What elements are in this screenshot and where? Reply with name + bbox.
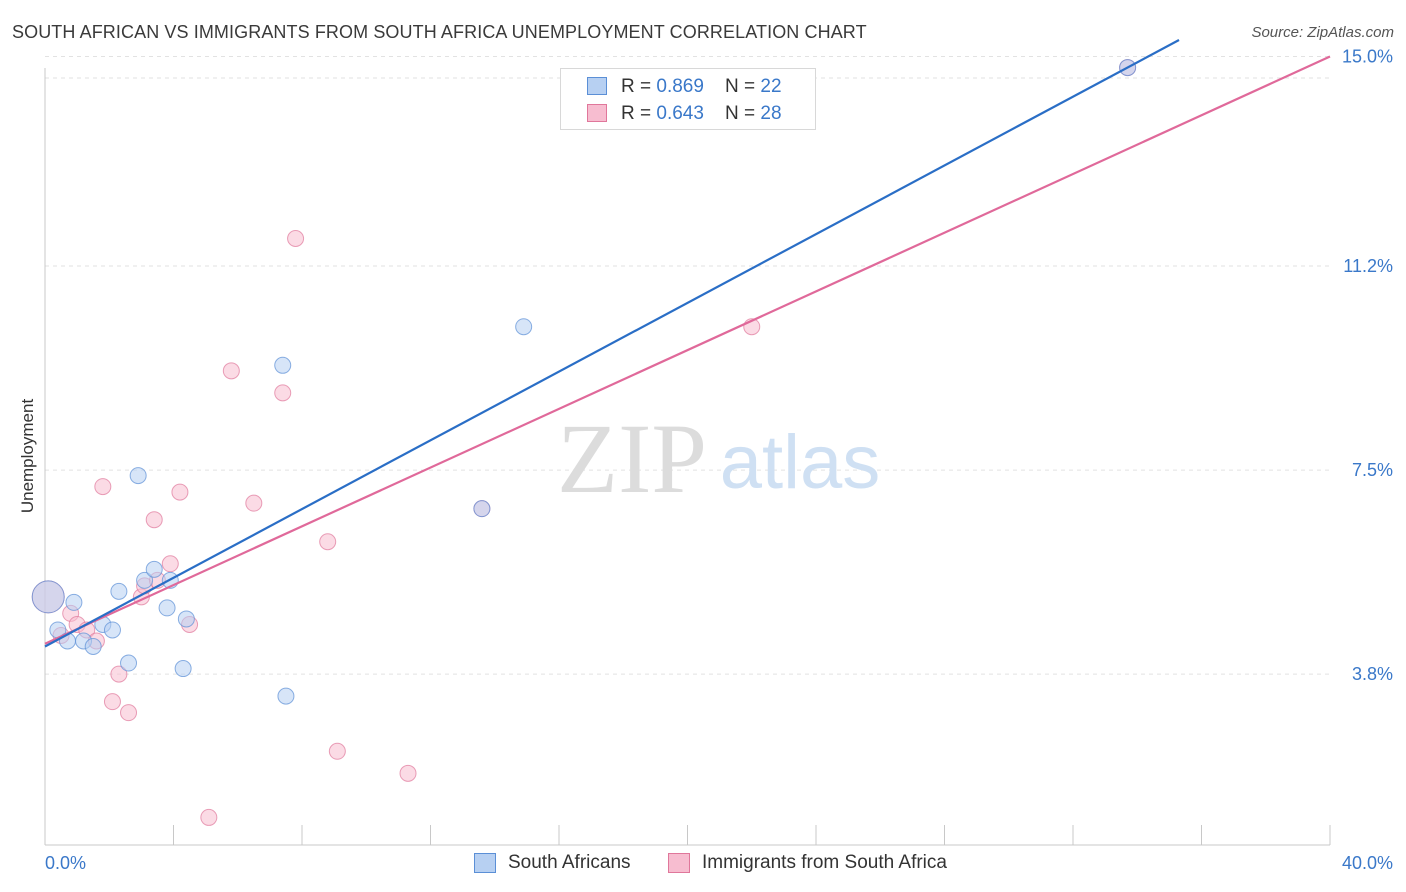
legend-label: South Africans bbox=[508, 852, 631, 873]
source-label: Source: ZipAtlas.com bbox=[1251, 24, 1394, 41]
point-south-africans bbox=[129, 467, 147, 485]
point-immigrants bbox=[399, 764, 417, 782]
legend-swatch-blue bbox=[474, 853, 496, 873]
legend-swatch-pink bbox=[587, 104, 607, 122]
axes bbox=[44, 68, 1331, 846]
point-immigrants bbox=[145, 511, 163, 529]
r-value: 0.643 bbox=[656, 103, 704, 124]
point-immigrants bbox=[120, 704, 138, 722]
point-south-africans bbox=[277, 687, 295, 705]
r-label: R = bbox=[621, 103, 657, 124]
tick-labels: 3.8% 7.5% 11.2% 15.0% 0.0% 40.0% bbox=[45, 47, 1393, 873]
legend-label: Immigrants from South Africa bbox=[702, 852, 947, 873]
n-value: 28 bbox=[760, 103, 782, 124]
point-immigrants bbox=[319, 533, 337, 551]
chart-title: SOUTH AFRICAN VS IMMIGRANTS FROM SOUTH A… bbox=[12, 22, 867, 42]
watermark-zip: ZIP bbox=[557, 403, 707, 514]
point-immigrants bbox=[171, 483, 189, 501]
point-south-africans bbox=[174, 660, 192, 678]
point-south-africans bbox=[177, 610, 195, 628]
point-immigrants bbox=[287, 229, 305, 247]
point-immigrants bbox=[274, 384, 292, 402]
n-value: 22 bbox=[760, 76, 782, 97]
y-tick-label: 3.8% bbox=[1352, 664, 1393, 684]
legend-stats-text: R = 0.643 N = 28 bbox=[621, 103, 782, 125]
point-south-africans bbox=[110, 582, 128, 600]
stats-legend: R = 0.869 N = 22 R = 0.643 N = 28 bbox=[560, 68, 816, 130]
point-immigrants bbox=[328, 742, 346, 760]
point-south-africans bbox=[473, 500, 491, 518]
point-south-africans bbox=[158, 599, 176, 617]
legend-stats-text: R = 0.869 N = 22 bbox=[621, 76, 782, 98]
trend-line-immigrants bbox=[44, 55, 1331, 645]
y-tick-label: 15.0% bbox=[1342, 47, 1393, 67]
legend-swatch-pink bbox=[668, 853, 690, 873]
point-immigrants bbox=[161, 555, 179, 573]
y-tick-label: 11.2% bbox=[1343, 256, 1393, 276]
trend-line-south-africans bbox=[44, 39, 1180, 648]
r-value: 0.869 bbox=[656, 76, 704, 97]
point-south-africans bbox=[84, 638, 102, 656]
y-tick-label: 7.5% bbox=[1352, 460, 1393, 480]
point-immigrants bbox=[103, 693, 121, 711]
point-immigrants bbox=[110, 665, 128, 683]
r-label: R = bbox=[621, 76, 657, 97]
legend-swatch-blue bbox=[587, 77, 607, 95]
data-points bbox=[31, 59, 1137, 826]
watermark-atlas: atlas bbox=[720, 420, 881, 505]
point-south-africans bbox=[136, 571, 154, 589]
point-immigrants bbox=[245, 494, 263, 512]
n-label: N = bbox=[725, 76, 761, 97]
trend-lines bbox=[44, 39, 1331, 648]
point-immigrants bbox=[222, 362, 240, 380]
x-tick-label: 40.0% bbox=[1342, 853, 1393, 873]
point-south-africans bbox=[145, 560, 163, 578]
point-south-africans bbox=[103, 621, 121, 639]
point-south-africans bbox=[120, 654, 138, 672]
point-south-africans bbox=[65, 593, 83, 611]
x-tick-label: 0.0% bbox=[45, 853, 86, 873]
point-south-africans bbox=[515, 318, 533, 336]
point-immigrants bbox=[200, 808, 218, 826]
point-immigrants bbox=[94, 478, 112, 496]
point-south-africans bbox=[31, 580, 65, 614]
point-south-africans bbox=[274, 356, 292, 374]
n-label: N = bbox=[725, 103, 761, 124]
